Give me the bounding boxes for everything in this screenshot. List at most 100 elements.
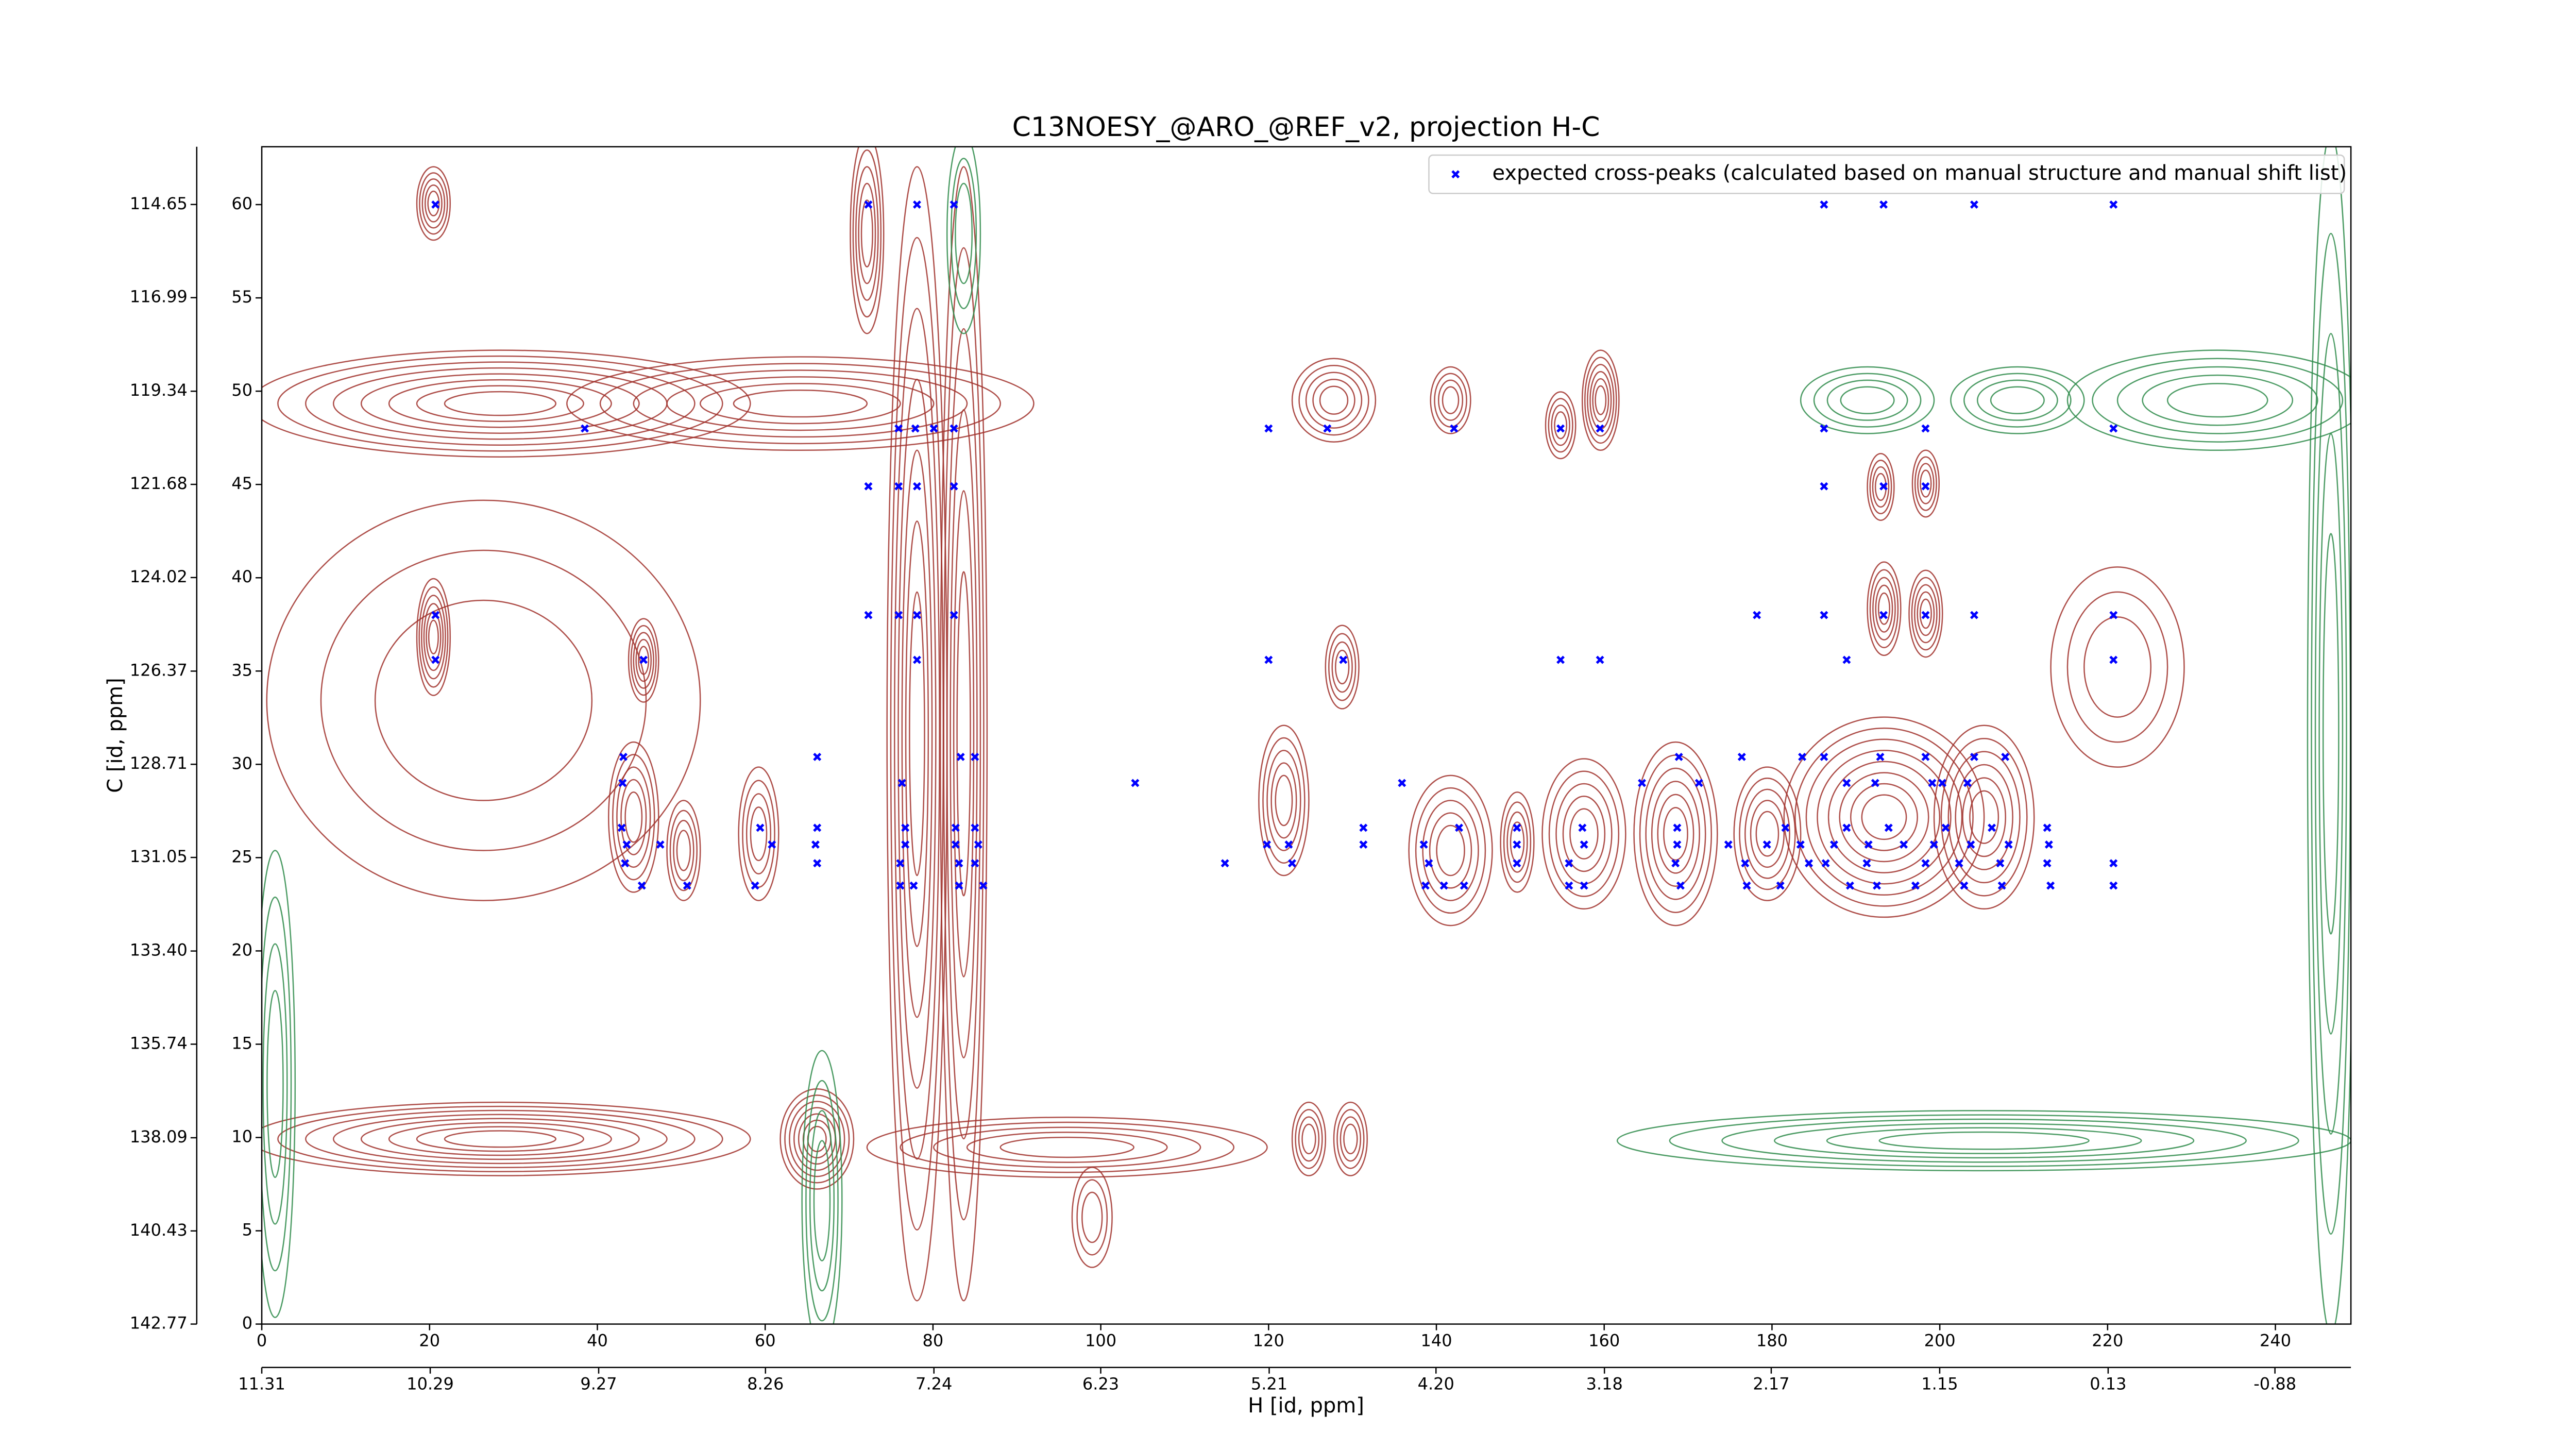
contour-line (305, 1109, 696, 1168)
contour-line (1875, 584, 1893, 633)
contour-line (444, 391, 556, 416)
x2-tick-label: 8.26 (747, 1374, 784, 1394)
contour-line (1336, 1109, 1365, 1169)
y2-tick-label: 131.05 (130, 847, 188, 866)
contour-line (1869, 459, 1892, 515)
cross-peak (1921, 424, 1930, 433)
cross-peak (2109, 859, 2118, 868)
contour-line (2307, 146, 2351, 1324)
cross-peak (1284, 840, 1293, 849)
contour-line (742, 780, 775, 888)
y-tick-label: 10 (231, 1126, 252, 1146)
contour-line (607, 741, 659, 893)
contour-line (1415, 787, 1486, 914)
cross-peak (894, 482, 903, 491)
contour-line (1733, 766, 1802, 901)
cross-peak (1996, 859, 2005, 868)
contour-line (1584, 357, 1617, 444)
contour-line (1874, 473, 1887, 501)
contour-line (332, 367, 668, 440)
contour-line (939, 166, 988, 1302)
contour-line (1920, 469, 1932, 498)
x-tick-label: 20 (419, 1331, 440, 1351)
cross-peak (581, 424, 589, 433)
cross-peak (1421, 881, 1430, 890)
cross-peak (1879, 482, 1888, 491)
cross-peak (1842, 655, 1851, 664)
contour-line (599, 363, 1001, 445)
contour-line (1861, 794, 1907, 840)
cross-peak (656, 840, 665, 849)
y-tick-label: 25 (231, 847, 252, 866)
contour-line (699, 383, 901, 425)
cross-peak (955, 881, 963, 890)
contour-line (630, 625, 657, 696)
x-tick-label: 220 (2092, 1331, 2123, 1351)
cross-peak (2043, 859, 2052, 868)
cross-peak (621, 859, 630, 868)
x2-tick-label: 6.23 (1082, 1374, 1119, 1394)
contour-line (666, 800, 701, 901)
x-tick-label: 120 (1253, 1331, 1284, 1351)
cross-peak (1941, 823, 1950, 832)
cross-peak (1737, 752, 1746, 761)
contour-line (676, 830, 691, 871)
cross-peak (912, 200, 921, 209)
contour-line (897, 378, 937, 1089)
contour-line (1295, 1109, 1323, 1169)
cross-peak (1578, 823, 1587, 832)
cross-peak (1676, 881, 1685, 890)
contour-line (1334, 649, 1350, 685)
cross-peak (1580, 881, 1588, 890)
x-tick-label: 100 (1085, 1331, 1116, 1351)
cross-peak (909, 881, 918, 890)
contour-line (1657, 794, 1694, 874)
cross-peak (2109, 655, 2118, 664)
contour-line (1301, 1123, 1316, 1155)
y2-tick-label: 119.34 (130, 380, 188, 400)
contour-line (900, 1121, 1235, 1173)
contour-line (1917, 591, 1935, 636)
x-tick-label: 200 (1924, 1331, 1956, 1351)
contour-line (628, 618, 659, 703)
cross-peak (2043, 823, 2052, 832)
y2-tick-label: 114.65 (130, 194, 188, 213)
contour-line (953, 490, 975, 978)
cross-peak (1596, 655, 1604, 664)
contour-line (1305, 372, 1363, 429)
cross-peak (1988, 823, 1996, 832)
contour-line (813, 1140, 831, 1261)
cross-peak (1264, 655, 1273, 664)
contour-line (620, 779, 647, 855)
cross-peak (1580, 840, 1588, 849)
cross-peak (864, 611, 873, 619)
contour-line (1962, 777, 2006, 857)
x2-tick-label: 1.15 (1921, 1374, 1958, 1394)
contour-line (1434, 373, 1467, 428)
cross-peak (1724, 840, 1733, 849)
contour-line (1911, 449, 1940, 518)
cross-peak (1776, 881, 1785, 890)
cross-peak (813, 823, 822, 832)
contour-line (2083, 616, 2152, 718)
contour-line (374, 599, 593, 801)
y-tick-label: 45 (231, 474, 252, 493)
cross-peak (2004, 840, 2013, 849)
contour-line (858, 182, 876, 284)
contour-line (1917, 463, 1935, 504)
cross-peak (1820, 611, 1828, 619)
contour-line (1867, 561, 1902, 656)
cross-peak (1921, 611, 1930, 619)
cross-peak (1862, 859, 1871, 868)
cross-peak (2109, 424, 2118, 433)
y2-tick-label: 140.43 (130, 1220, 188, 1240)
contour-line (1262, 737, 1306, 864)
contour-line (360, 1118, 640, 1160)
contour-line (1298, 365, 1369, 436)
legend-label: expected cross-peaks (calculated based o… (1492, 161, 2347, 185)
contour-line (1436, 824, 1465, 877)
cross-peak (1921, 752, 1930, 761)
contour-line (1076, 1179, 1108, 1256)
cross-peak (1556, 424, 1565, 433)
cross-peak (1425, 859, 1433, 868)
